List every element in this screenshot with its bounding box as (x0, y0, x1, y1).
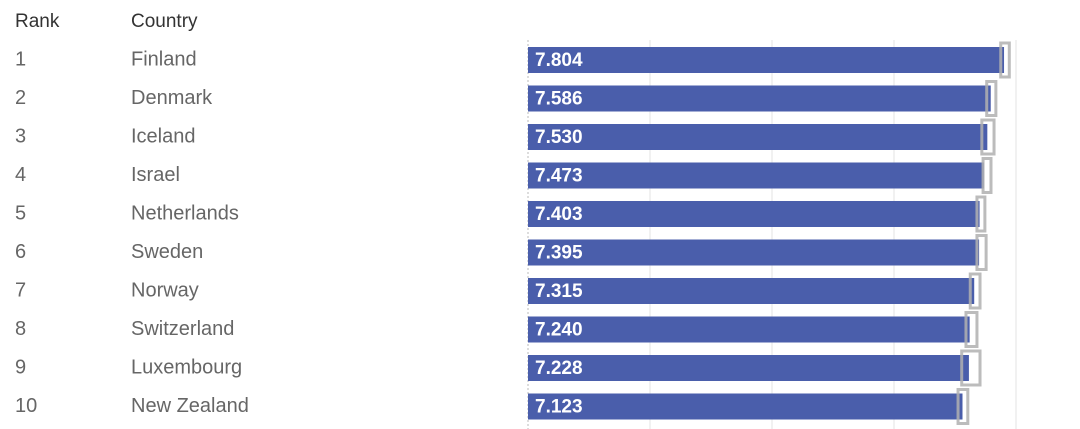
bar (528, 393, 963, 420)
rank-label: 2 (15, 87, 26, 109)
rank-label: 10 (15, 395, 37, 417)
value-label: 7.315 (535, 281, 583, 302)
country-label: Israel (131, 164, 180, 186)
error-bar (960, 349, 982, 387)
rank-label: 3 (15, 125, 26, 147)
error-bar (985, 80, 998, 117)
country-label: Netherlands (131, 202, 239, 224)
value-label: 7.473 (535, 166, 583, 187)
error-bar (980, 118, 996, 156)
country-label: Switzerland (131, 318, 234, 340)
rank-label: 8 (15, 318, 26, 340)
rank-label: 7 (15, 279, 26, 301)
error-bar (968, 272, 982, 310)
bar (528, 355, 969, 381)
country-label: Luxembourg (131, 356, 242, 378)
value-label: 7.240 (535, 320, 583, 341)
value-label: 7.403 (535, 204, 583, 225)
rank-label: 6 (15, 241, 26, 263)
bar (528, 162, 984, 189)
rank-label: 4 (15, 164, 26, 186)
error-bar (964, 311, 979, 348)
error-bar (975, 195, 987, 233)
country-header: Country (131, 11, 198, 32)
bar (528, 124, 988, 150)
country-label: Finland (131, 48, 197, 70)
error-bar (981, 157, 993, 194)
country-label: Denmark (131, 87, 213, 109)
rank-label: 5 (15, 202, 26, 224)
bar (528, 278, 975, 304)
bar (528, 239, 980, 266)
error-bar (956, 388, 970, 425)
value-label: 7.228 (535, 358, 583, 379)
rank-label: 1 (15, 48, 26, 70)
bar (528, 201, 980, 227)
rank-label: 9 (15, 356, 26, 378)
bar (528, 316, 970, 343)
value-label: 7.530 (535, 127, 583, 148)
country-label: Sweden (131, 241, 203, 263)
error-bar (975, 234, 988, 271)
bar (528, 85, 991, 112)
value-label: 7.123 (535, 397, 583, 418)
country-label: Iceland (131, 125, 196, 147)
bar (528, 47, 1005, 73)
rank-header: Rank (15, 11, 60, 32)
value-label: 7.395 (535, 243, 583, 264)
country-label: New Zealand (131, 395, 249, 417)
value-label: 7.586 (535, 89, 583, 110)
country-label: Norway (131, 279, 199, 301)
error-bar (999, 41, 1011, 79)
value-label: 7.804 (535, 50, 583, 71)
